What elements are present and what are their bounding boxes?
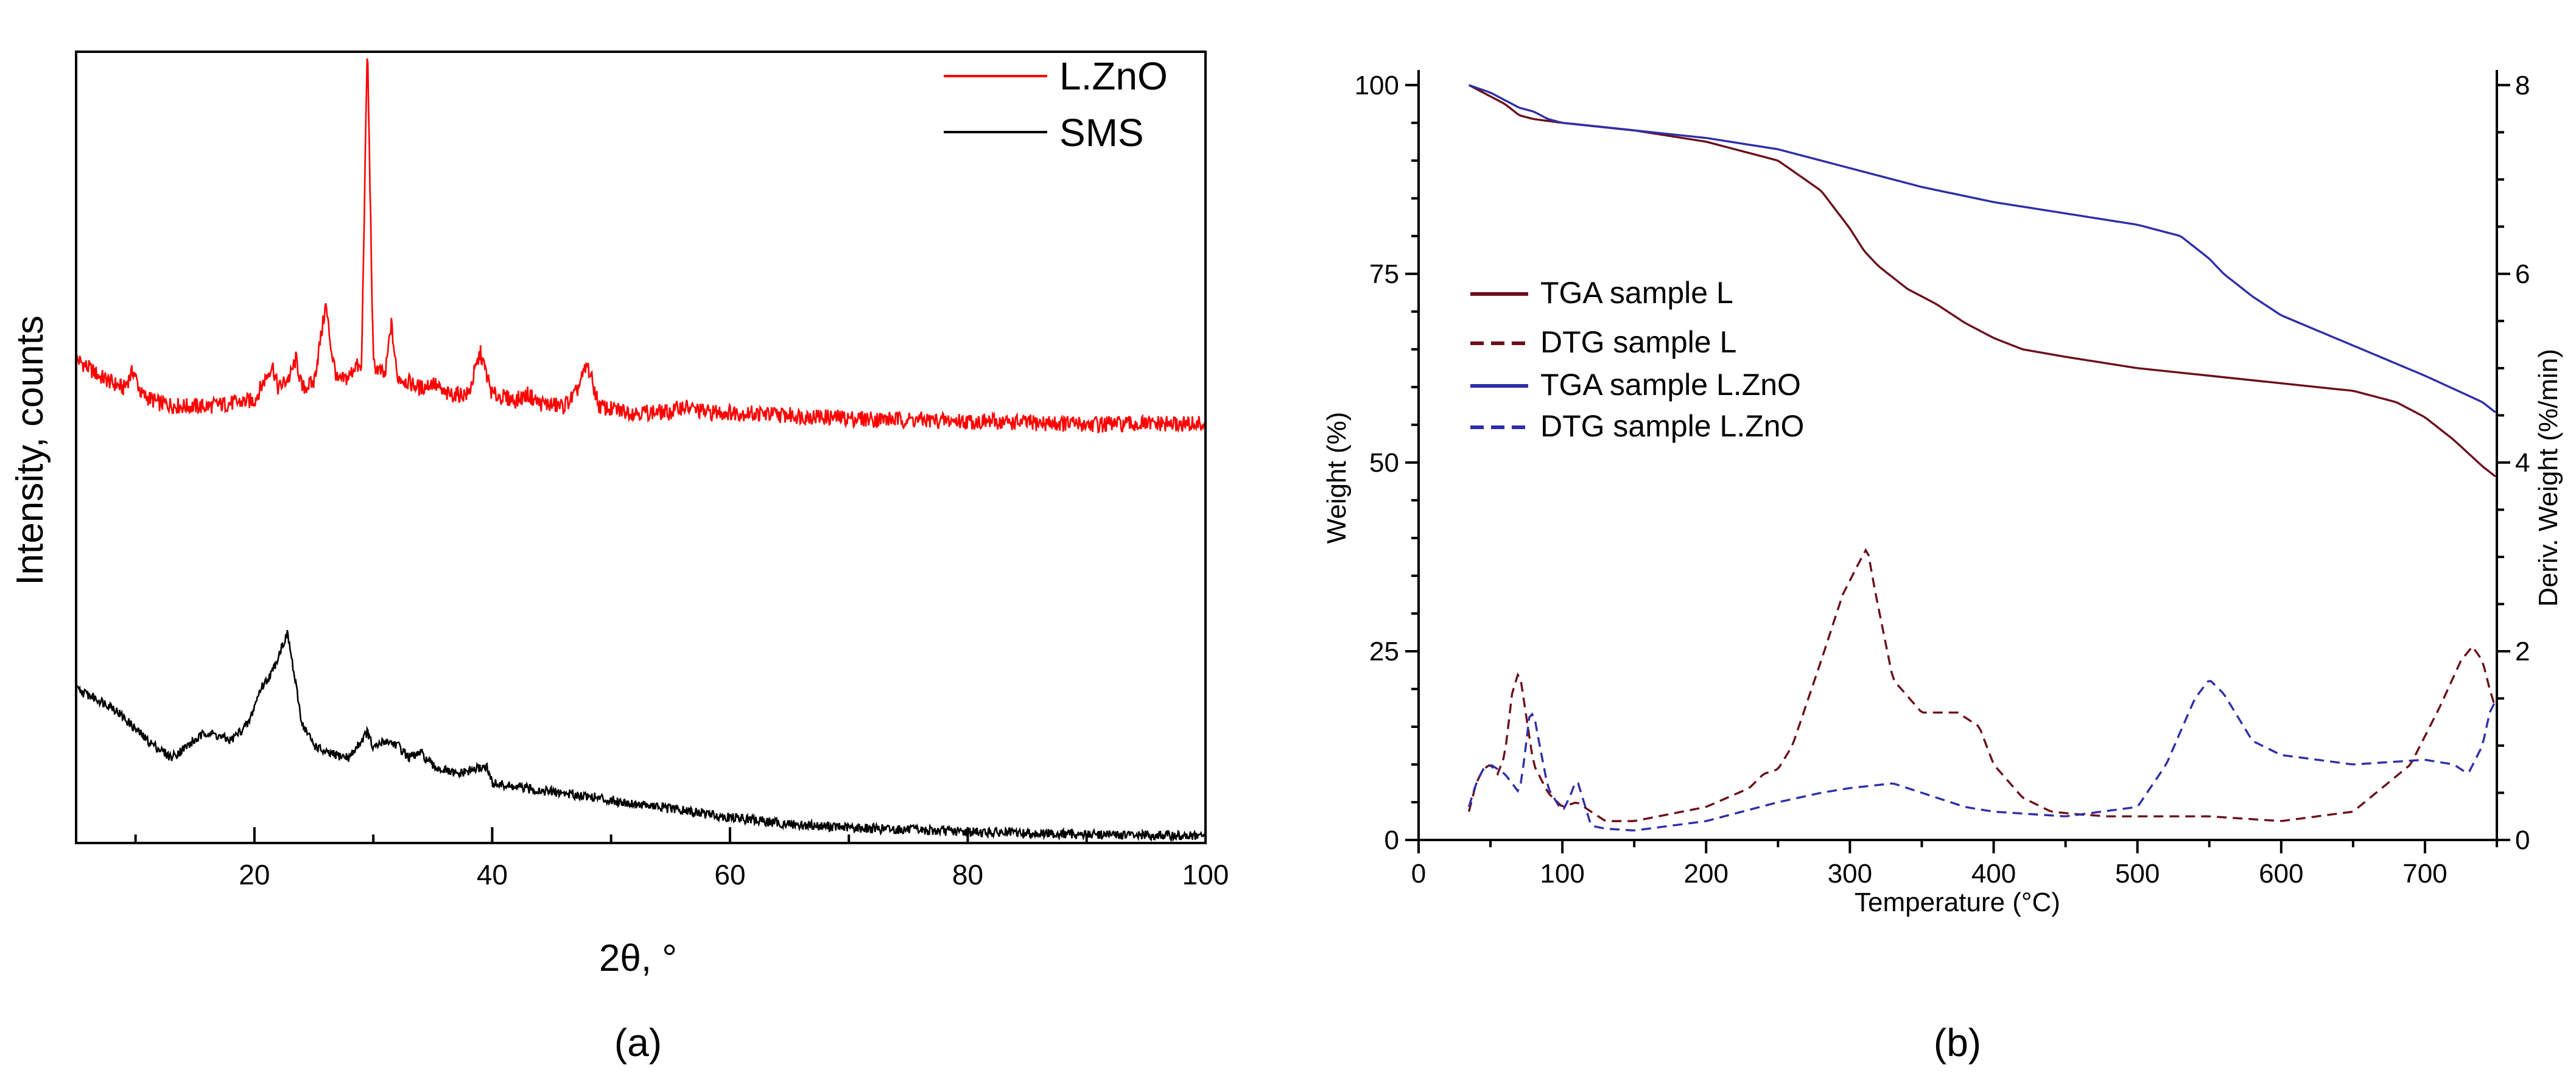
panel-b-y2-tick-label: 4 xyxy=(2515,448,2530,478)
series-dtg-sample-l-line xyxy=(1467,548,2497,822)
series-l-zno-line xyxy=(75,58,1206,434)
panel-b-y2-tick-label: 2 xyxy=(2515,637,2530,666)
panel-b-y2-tick-label: 6 xyxy=(2515,259,2530,289)
panel-a-x-tick-label: 20 xyxy=(239,859,270,890)
panel-b-y-tick-label: 75 xyxy=(1369,259,1399,289)
panel-b-x-axis-label: Temperature (°C) xyxy=(1855,887,2060,917)
series-tga-sample-l-zno-line xyxy=(1469,84,2496,413)
panel-b-y-tick-label: 0 xyxy=(1385,825,1399,855)
panel-b-x-tick-label: 700 xyxy=(2402,859,2447,889)
panel-b-y2-axis-label: Deriv. Weight (%/min) xyxy=(2533,349,2563,607)
panel-a-caption: (a) xyxy=(614,1021,662,1065)
panel-b-x-tick-label: 500 xyxy=(2115,859,2160,889)
panel-a-plot-frame xyxy=(75,51,1207,844)
legend-label-l-zno: L.ZnO xyxy=(1059,54,1168,98)
panel-a-x-tick-label: 80 xyxy=(952,859,983,890)
panel-b-x-tick-label: 0 xyxy=(1411,859,1426,889)
panel-b-x-tick-label: 300 xyxy=(1828,859,1872,889)
panel-b-x-tick-label: 100 xyxy=(1540,859,1584,889)
panel-b-x-tick-label: 400 xyxy=(1971,859,2016,889)
panel-a-legend: L.ZnO SMS xyxy=(944,54,1168,155)
panel-b-series-group xyxy=(1467,84,2497,832)
panel-a-x-axis-label: 2θ, ° xyxy=(599,937,677,979)
panel-a-x-tick-label: 40 xyxy=(477,859,508,890)
panel-b-y2-tick-label: 8 xyxy=(2515,71,2530,100)
panel-b-x-ticks: 0 100 200 300 400 500 600 700 xyxy=(1411,840,2498,889)
legend-label-dtg-l: DTG sample L xyxy=(1540,325,1736,359)
legend-label-tga-l: TGA sample L xyxy=(1540,276,1733,310)
legend-label-dtg-l-zno: DTG sample L.ZnO xyxy=(1540,409,1804,443)
panel-b-y2-ticks: 0 2 4 6 8 xyxy=(2497,71,2530,855)
series-sms-line xyxy=(75,630,1206,843)
legend-label-sms: SMS xyxy=(1059,111,1144,155)
panel-b-x-tick-label: 600 xyxy=(2259,859,2303,889)
panel-b-y-tick-label: 25 xyxy=(1369,637,1399,666)
panel-a-series-group xyxy=(75,58,1206,843)
panel-b-y-tick-label: 100 xyxy=(1355,71,1399,100)
panel-a-x-tick-label: 100 xyxy=(1182,859,1229,890)
panel-b-y-tick-label: 50 xyxy=(1369,448,1399,478)
panel-b-caption: (b) xyxy=(1934,1021,1981,1065)
panel-b-axes xyxy=(1417,70,2498,841)
series-dtg-sample-l-zno-line xyxy=(1467,679,2497,832)
panel-a-x-tick-label: 60 xyxy=(714,859,745,890)
panel-b-y-ticks: 0 25 50 75 100 xyxy=(1355,71,1419,855)
panel-a-xrd-chart: 20 40 60 80 100 2θ, ° Intensity, counts (a) … xyxy=(9,51,1229,1065)
panel-b-y2-tick-label: 0 xyxy=(2515,825,2530,855)
panel-a-y-axis-label: Intensity, counts xyxy=(9,315,51,585)
panel-a-x-ticks: 20 40 60 80 100 xyxy=(134,827,1229,890)
panel-b-y-axis-label: Weight (%) xyxy=(1322,412,1352,544)
panel-b-legend: TGA sample L DTG sample L TGA sample L.Z… xyxy=(1470,276,1804,443)
panel-b-x-tick-label: 200 xyxy=(1684,859,1728,889)
legend-label-tga-l-zno: TGA sample L.ZnO xyxy=(1540,368,1801,402)
